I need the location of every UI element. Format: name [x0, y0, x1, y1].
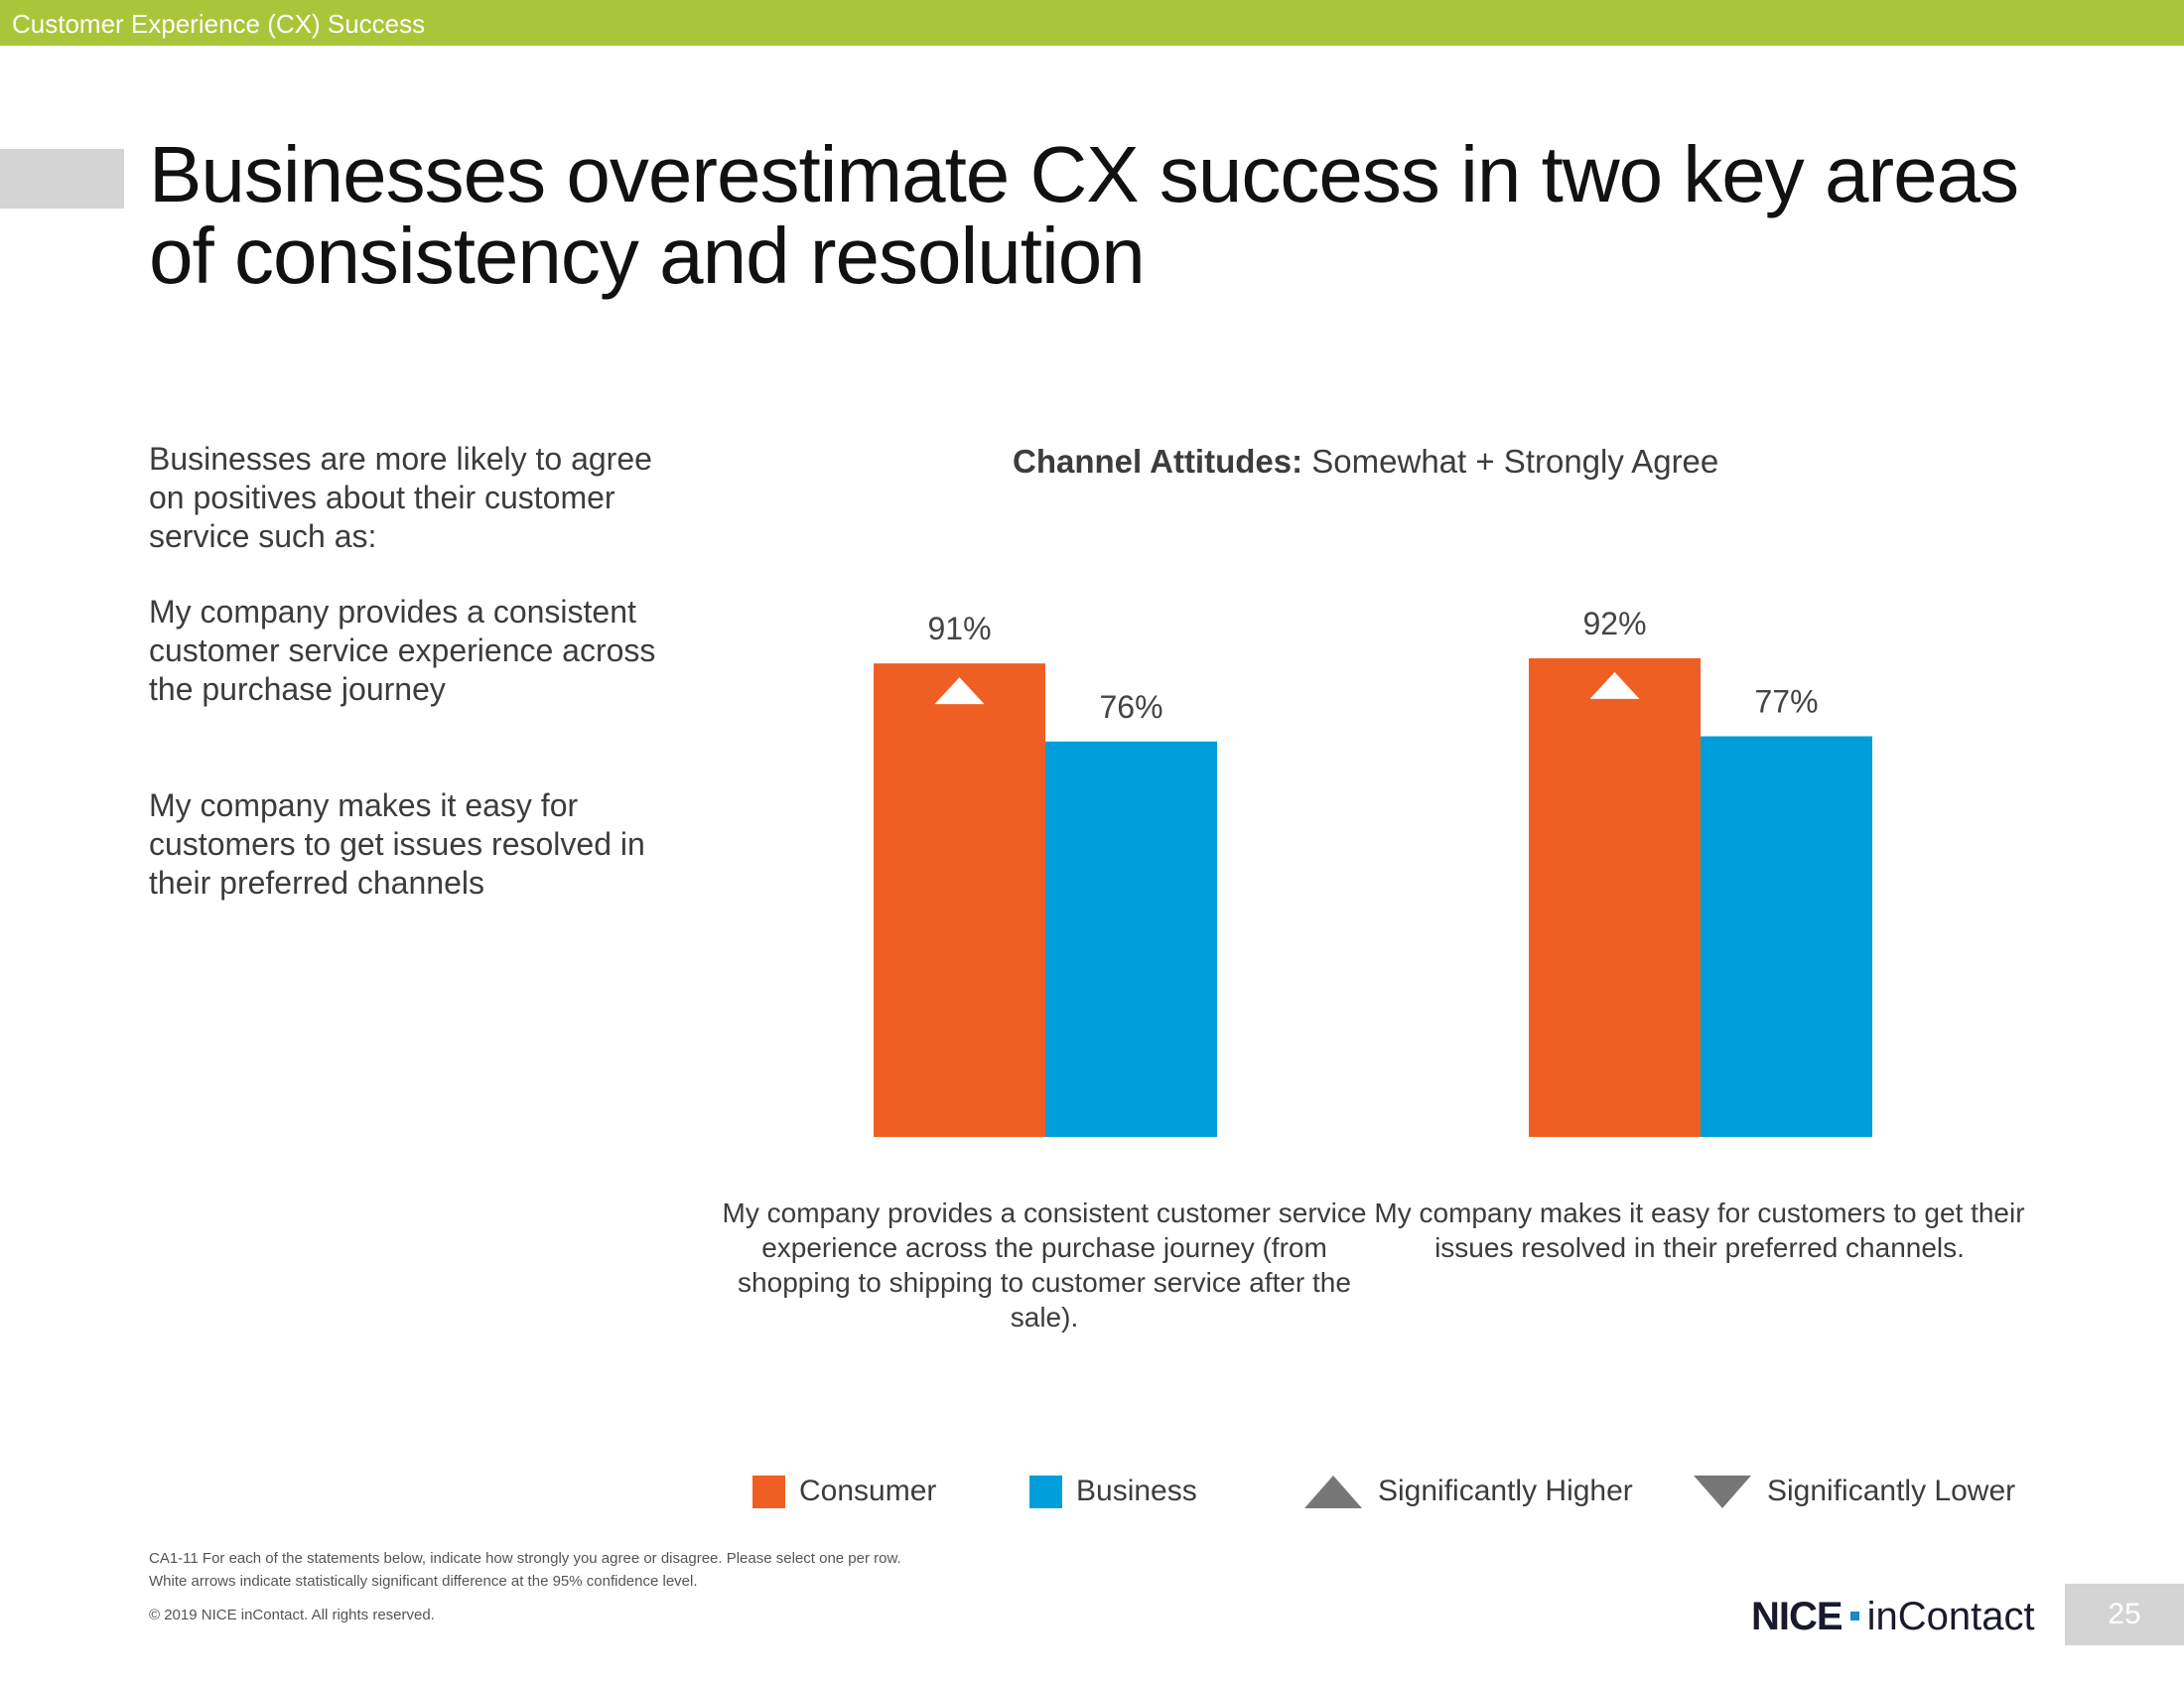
- triangle-down-icon: [1694, 1475, 1751, 1508]
- legend-label-business: Business: [1076, 1475, 1197, 1507]
- bar-consumer-1: [1529, 657, 1701, 1137]
- legend-item-higher: Significantly Higher: [1304, 1470, 1633, 1513]
- footnote-question: CA1-11 For each of the statements below,…: [149, 1550, 901, 1567]
- legend-item-business: Business: [1029, 1470, 1197, 1513]
- legend-label-higher: Significantly Higher: [1378, 1475, 1633, 1507]
- bar-business-1: [1701, 736, 1872, 1137]
- copyright: © 2019 NICE inContact. All rights reserv…: [149, 1607, 435, 1623]
- legend-swatch-business: [1029, 1475, 1062, 1508]
- chart-title-rest: Somewhat + Strongly Agree: [1311, 443, 1719, 480]
- significance-marker-0: [934, 677, 985, 705]
- data-label-consumer-1: 92%: [1582, 606, 1646, 641]
- page-number-box: 25: [2065, 1584, 2184, 1645]
- nice-incontact-logo: NICE inContact: [1751, 1595, 2035, 1639]
- legend-label-lower: Significantly Lower: [1767, 1475, 2016, 1507]
- data-label-business-1: 77%: [1754, 684, 1818, 720]
- section-header-bar: Customer Experience (CX) Success: [0, 0, 2184, 46]
- page-title: Businesses overestimate CX success in tw…: [149, 130, 2019, 300]
- legend-label-consumer: Consumer: [799, 1475, 937, 1507]
- category-label-consistency: My company provides a consistent custome…: [722, 1197, 1367, 1333]
- title-accent-block: [0, 149, 124, 209]
- bar-consumer-0: [874, 663, 1045, 1137]
- legend-item-lower: Significantly Lower: [1694, 1470, 2015, 1513]
- legend-item-consumer: Consumer: [752, 1470, 936, 1513]
- logo-incontact-text: inContact: [1866, 1595, 2035, 1638]
- category-label-resolution: My company makes it easy for customers t…: [1374, 1197, 2025, 1263]
- legend-swatch-consumer: [752, 1475, 785, 1508]
- data-label-business-0: 76%: [1099, 689, 1162, 725]
- bar-business-0: [1045, 741, 1217, 1137]
- chart-title-bold: Channel Attitudes:: [1013, 443, 1303, 480]
- data-label-consumer-0: 91%: [927, 611, 991, 646]
- section-title: Customer Experience (CX) Success: [12, 9, 426, 39]
- logo-dot-icon: [1849, 1611, 1859, 1620]
- page-number: 25: [2108, 1598, 2141, 1630]
- triangle-up-icon: [1304, 1475, 1362, 1508]
- chart-title: Channel Attitudes: Somewhat + Strongly A…: [1013, 443, 1718, 481]
- left-point-consistency: My company provides a consistent custome…: [149, 594, 656, 707]
- footnote-arrows: White arrows indicate statistically sign…: [149, 1573, 698, 1590]
- left-point-resolution: My company makes it easy for customers t…: [149, 787, 645, 901]
- significance-marker-1: [1589, 671, 1640, 699]
- logo-nice-text: NICE: [1751, 1595, 1843, 1638]
- left-intro-text: Businesses are more likely to agree on p…: [149, 441, 652, 554]
